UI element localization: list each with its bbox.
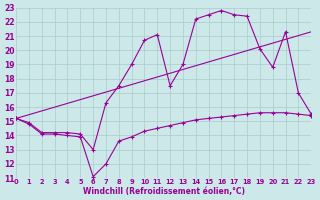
X-axis label: Windchill (Refroidissement éolien,°C): Windchill (Refroidissement éolien,°C) xyxy=(83,187,245,196)
